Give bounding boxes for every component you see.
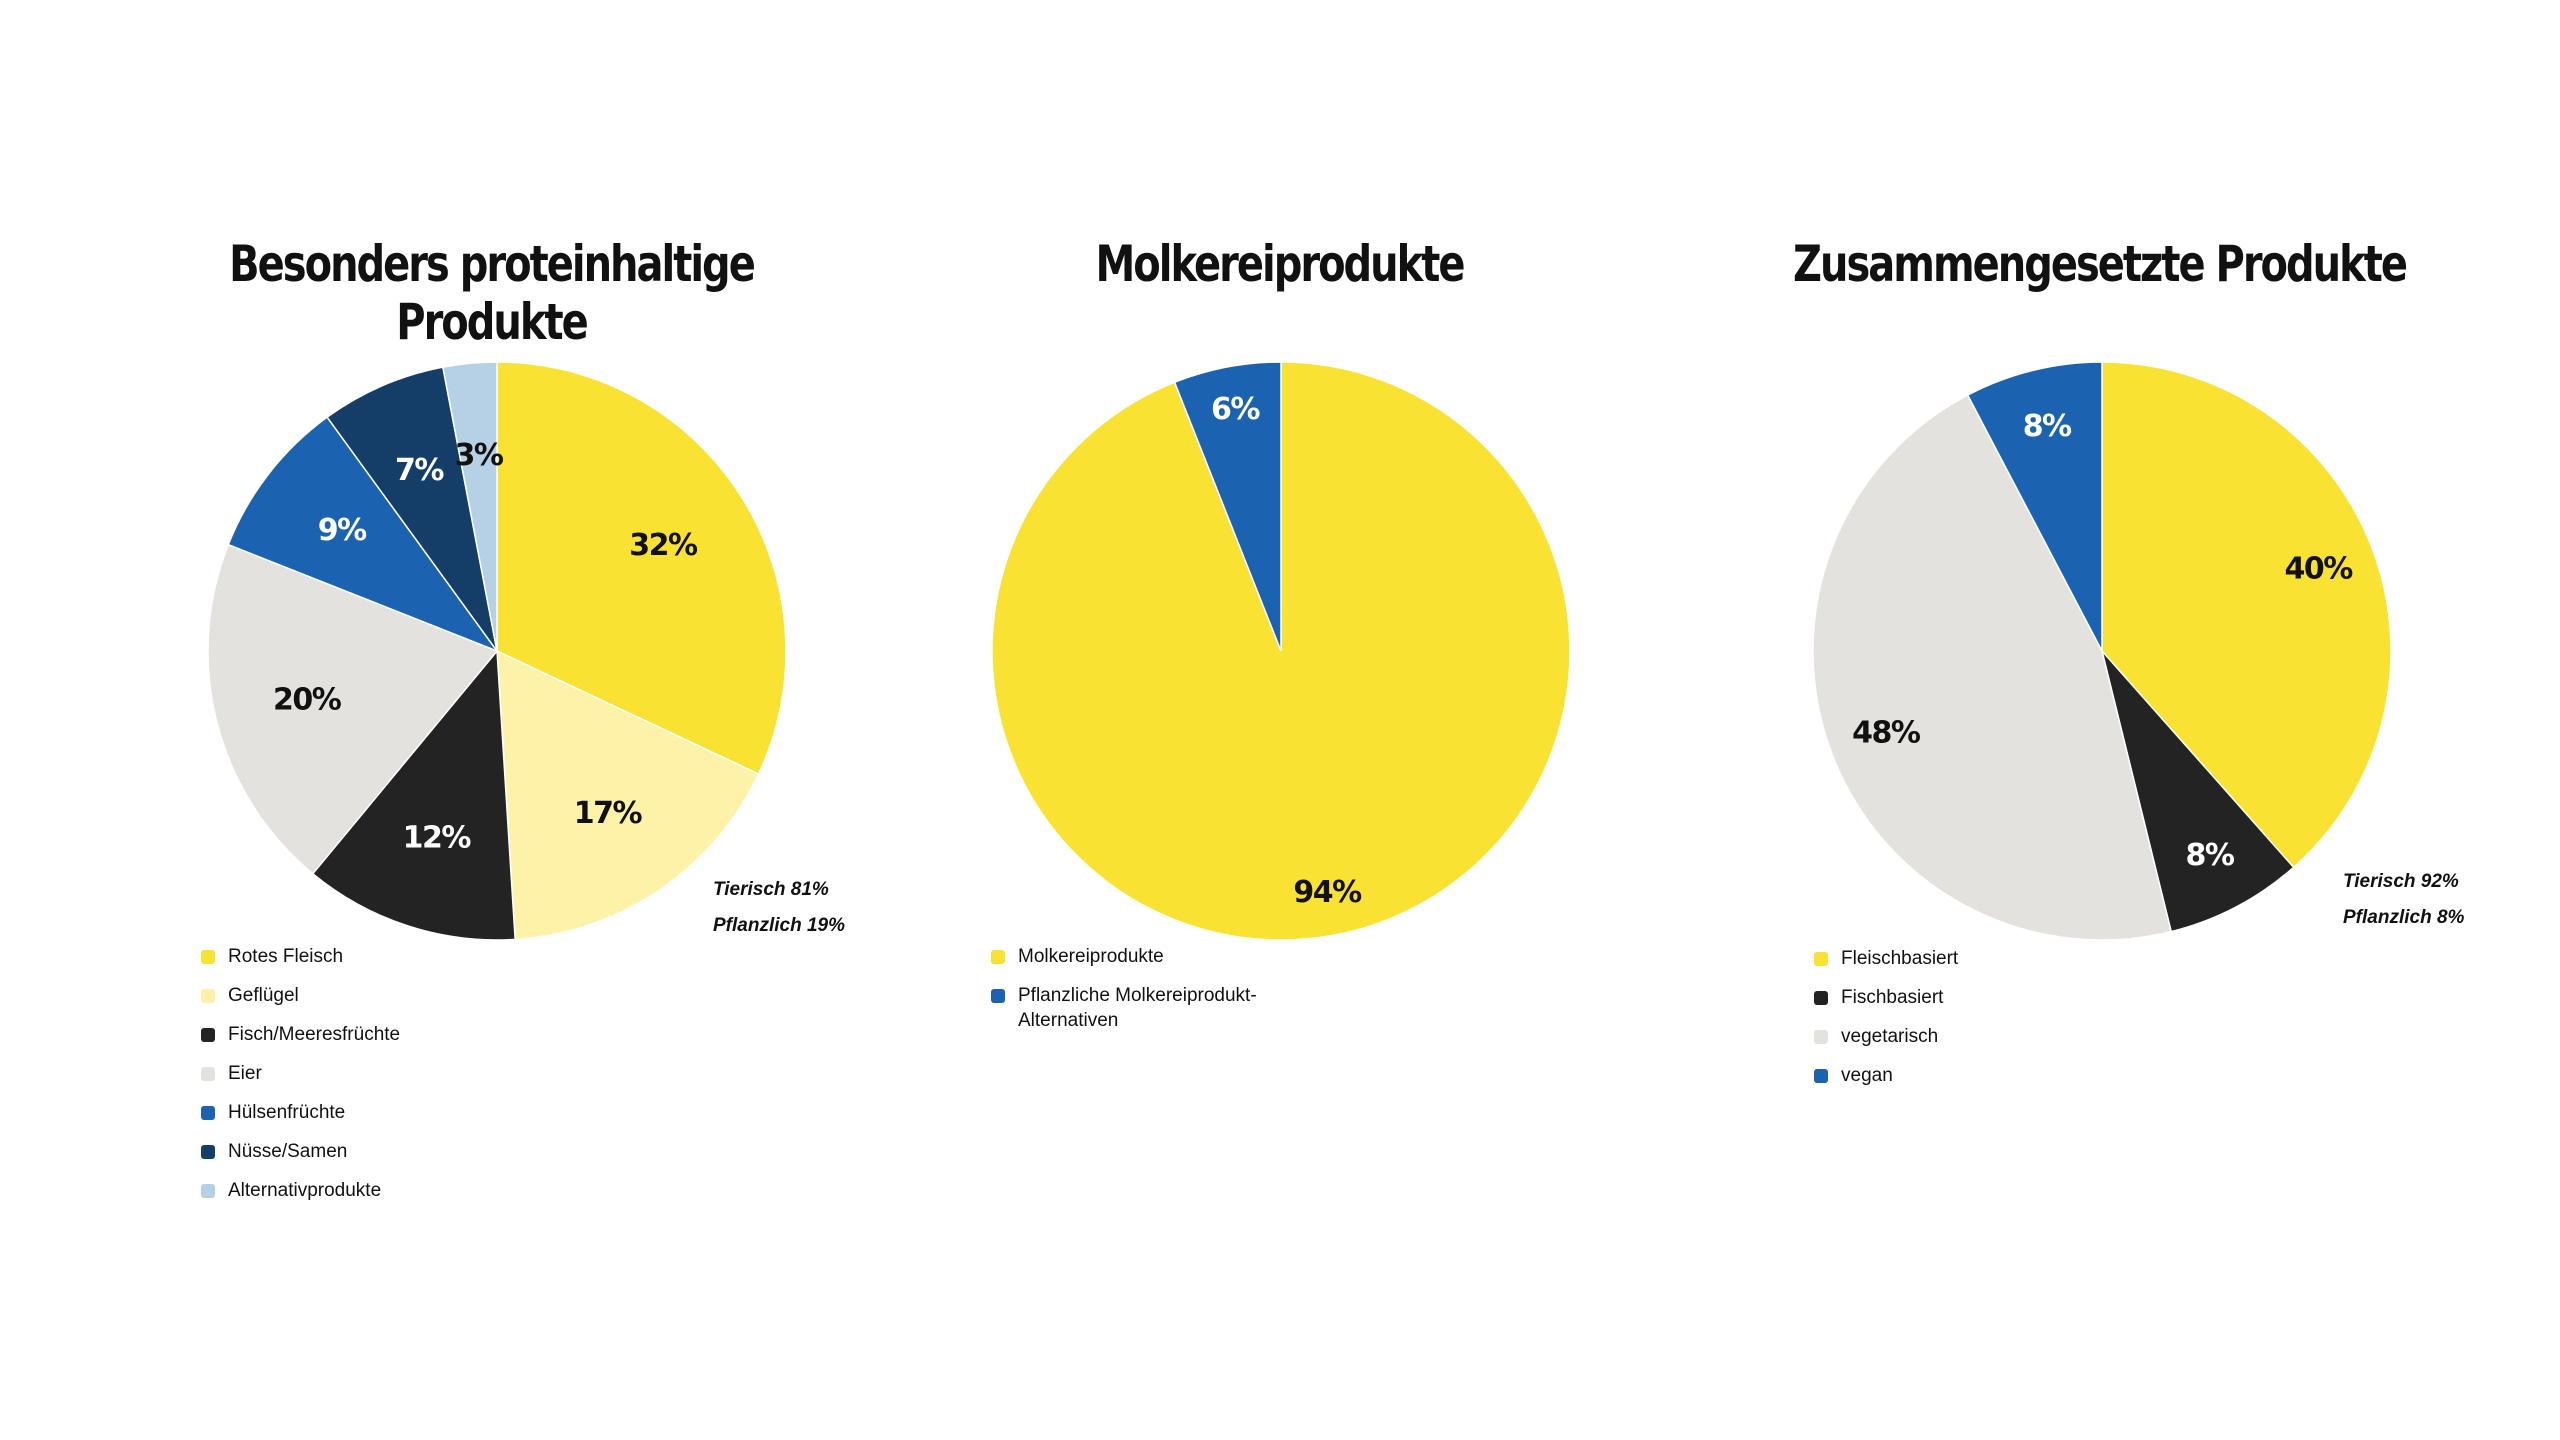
legend-swatch [201, 1028, 215, 1042]
pie-slice-eier [207, 543, 499, 875]
legend-label: Pflanzliche Molkereiprodukt- [1018, 985, 1257, 1006]
pie-slice-rotes-fleisch [496, 361, 787, 776]
data-label-eier: 20% [273, 682, 342, 717]
pie-chart-protein: 32% 17% 12% 20% 9% 7% 3% [207, 361, 787, 941]
legend-label: Alternativen [1018, 1010, 1119, 1031]
data-label-gefluegel: 17% [574, 796, 643, 831]
legend-item-fischbasiert: Fischbasiert [1814, 985, 2171, 1010]
legend-swatch [1814, 991, 1828, 1005]
legend-item-vegan: vegan [1814, 1063, 2171, 1088]
note-plant: Pflanzlich 19% [713, 915, 845, 936]
legend-swatch [991, 950, 1005, 964]
pie-slice-vegetarisch [1812, 394, 2173, 941]
legend-label: Fisch/Meeresfrüchte [228, 1024, 401, 1045]
pie-slice-fleischbasiert [2101, 361, 2392, 869]
data-label-nuesse-samen: 7% [395, 453, 444, 488]
legend-item-nuesse-samen: Nüsse/Samen [201, 1139, 558, 1164]
pie-slice-gefluegel [496, 649, 760, 941]
legend-swatch [201, 1106, 215, 1120]
legend-label: Rotes Fleisch [228, 946, 344, 967]
legend-label: Hülsenfrüchte [228, 1102, 346, 1123]
legend-label: Eier [228, 1063, 262, 1084]
data-label-fischbasiert: 8% [2185, 838, 2234, 873]
data-label-alternativprodukte: 3% [455, 438, 504, 473]
legend-item-gefluegel: Geflügel [201, 983, 558, 1008]
pie-slice-alternativprodukte [441, 361, 498, 652]
data-label-pflanzliche-molkereiprodukt-alternativen: 6% [1211, 392, 1260, 427]
pie-slice-vegan [1966, 361, 2103, 652]
legend-label: vegetarisch [1841, 1026, 1939, 1047]
chart-title: Molkereiprodukte [1095, 235, 1465, 293]
pie-slice-fisch-meeresfruechte [311, 649, 516, 941]
legend-item-pflanzliche-molkereiprodukt-alternativen: Pflanzliche Molkereiprodukt- Alternativen [991, 983, 1348, 1033]
chart-panel-protein: Besonders proteinhaltige Produkte 32% 17%… [65, 0, 918, 1440]
legend-label: Alternativprodukte [228, 1180, 382, 1201]
data-label-fleischbasiert: 40% [2285, 552, 2354, 587]
chart-panel-dairy: Molkereiprodukte 94% 6% Molkereiprodukte P… [853, 0, 1706, 1440]
legend: Fleischbasiert Fischbasiert vegetarisch veg… [1814, 946, 2171, 1102]
share-note: Tierisch 81% Pflanzlich 19% [713, 872, 845, 944]
legend-swatch [201, 1184, 215, 1198]
legend: Molkereiprodukte Pflanzliche Molkereiprod… [991, 944, 1348, 1047]
legend-swatch [201, 1067, 215, 1081]
data-label-rotes-fleisch: 32% [629, 528, 698, 563]
legend-item-eier: Eier [201, 1061, 558, 1086]
chart-title: Besonders proteinhaltige Produkte [229, 235, 756, 351]
legend-label: Fleischbasiert [1841, 948, 1959, 969]
data-label-fisch-meeresfruechte: 12% [403, 820, 472, 855]
legend-swatch [201, 1145, 215, 1159]
legend-item-huelsenfruechte: Hülsenfrüchte [201, 1100, 558, 1125]
legend-item-molkereiprodukte: Molkereiprodukte [991, 944, 1348, 969]
pie-slice-fischbasiert [2101, 650, 2295, 933]
legend-item-fisch-meeresfruechte: Fisch/Meeresfrüchte [201, 1022, 558, 1047]
note-plant: Pflanzlich 8% [2343, 907, 2465, 928]
legend: Rotes Fleisch Geflügel Fisch/Meeresfrüchte… [201, 944, 558, 1217]
note-animal: Tierisch 92% [2343, 871, 2459, 892]
data-label-huelsenfruechte: 9% [318, 513, 367, 548]
legend-swatch [991, 989, 1005, 1003]
share-note: Tierisch 92% Pflanzlich 8% [2343, 864, 2464, 936]
pie-chart-composite: 40% 8% 48% 8% [1812, 361, 2392, 941]
chart-panel-composite: Zusammengesetzte Produkte 40% 8% 48% 8% Tie… [1673, 0, 2526, 1440]
legend-item-fleischbasiert: Fleischbasiert [1814, 946, 2171, 971]
data-label-vegetarisch: 48% [1852, 715, 1921, 750]
legend-item-vegetarisch: vegetarisch [1814, 1024, 2171, 1049]
legend-swatch [1814, 1069, 1828, 1083]
legend-label: Molkereiprodukte [1018, 946, 1164, 967]
legend-label: vegan [1841, 1065, 1893, 1086]
legend-label: Fischbasiert [1841, 987, 1944, 1008]
chart-title: Zusammengesetzte Produkte [1792, 235, 2408, 293]
pie-chart-dairy: 94% 6% [991, 361, 1571, 941]
legend-swatch [201, 989, 215, 1003]
note-animal: Tierisch 81% [713, 879, 829, 900]
pie-slice-nuesse-samen [326, 366, 498, 652]
legend-label: Geflügel [228, 985, 299, 1006]
legend-swatch [1814, 952, 1828, 966]
pie-slice-huelsenfruechte [227, 416, 500, 653]
legend-item-rotes-fleisch: Rotes Fleisch [201, 944, 558, 969]
data-label-vegan: 8% [2023, 409, 2072, 444]
legend-item-alternativprodukte: Alternativprodukte [201, 1178, 558, 1203]
data-label-molkereiprodukte: 94% [1293, 875, 1362, 910]
pie-slice-pflanzliche-molkereiprodukt-alternativen [1173, 361, 1282, 652]
legend-label: Nüsse/Samen [228, 1141, 348, 1162]
legend-swatch [201, 950, 215, 964]
legend-swatch [1814, 1030, 1828, 1044]
